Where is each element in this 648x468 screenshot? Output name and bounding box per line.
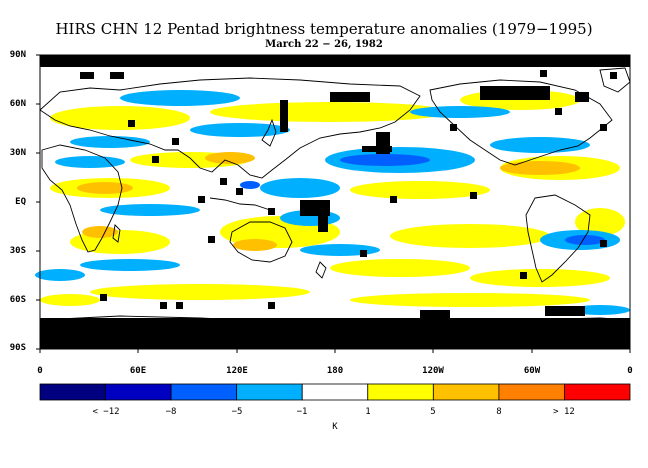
greenland-coastline [599,67,631,93]
indonesia-coastline [209,197,271,211]
colorbar-swatch [498,383,565,401]
colorbar-swatch [39,383,106,401]
lon-label-0: 0 [37,366,43,376]
colorbar-label-7: 8 [496,407,502,417]
lon-label-0-end: 0 [627,366,633,376]
madagascar-coastline [112,224,121,243]
lon-label-180: 180 [326,366,344,376]
eurasia-coastline [39,77,421,179]
colorbar-label-8: > 12 [553,407,575,417]
anomaly-field [35,55,630,349]
colorbar-swatch [236,383,303,401]
positive-anomaly-orange [77,152,580,251]
missing-data-south [40,318,630,349]
colorbar-swatch [301,383,369,401]
australia-coastline [229,221,293,263]
colorbar-label-4: −1 [296,407,308,417]
lat-label-eq: EQ [15,197,26,207]
missing-data-pixels [80,70,617,318]
colorbar-label-3: −5 [231,407,243,417]
africa-coastline [41,144,123,253]
antarctica-coastline [39,315,631,327]
new-zealand-coastline [315,261,327,279]
negative-anomaly-blue [240,154,605,245]
colorbar-label-5: 1 [365,407,371,417]
lat-label-90n: 90N [9,50,26,60]
colorbar-unit: K [332,422,338,432]
lat-label-60s: 60S [9,295,26,305]
colorbar-label-2: −8 [165,407,177,417]
map-subtitle: March 22 − 26, 1982 [265,39,383,50]
missing-data-north [40,55,630,67]
longitude-ticks [39,349,631,353]
lat-label-60n: 60N [9,99,26,109]
lat-label-90s: 90S [9,343,26,353]
south-america-coastline [525,194,591,283]
japan-coastline [261,118,277,147]
lon-label-60e: 60E [129,366,147,376]
colorbar-swatch [105,383,172,401]
colorbar-swatch [564,383,631,401]
colorbar-label-6: 5 [430,407,436,417]
lon-label-120w: 120W [422,366,444,376]
north-america-coastline [429,79,613,166]
lon-label-60w: 60W [523,366,541,376]
colorbar-label-1: < −12 [92,407,120,417]
colorbar [39,383,631,401]
lat-label-30n: 30N [9,148,26,158]
colorbar-swatch [170,383,238,401]
coastlines [39,67,631,327]
lat-label-30s: 30S [9,246,26,256]
colorbar-swatch [432,383,500,401]
latitude-ticks [36,54,40,350]
colorbar-swatch [367,383,434,401]
map-title: HIRS CHN 12 Pentad brightness temperatur… [55,20,593,38]
lon-label-120e: 120E [226,366,248,376]
